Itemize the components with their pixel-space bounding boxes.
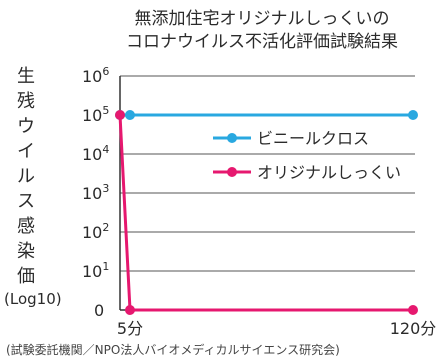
y-axis-label-char: 感 [17,216,35,237]
y-tick-base: 10 [82,223,102,242]
y-tick-exponent: 2 [102,221,109,234]
y-tick-exponent: 6 [102,65,109,78]
y-tick-label: 101 [82,260,109,281]
y-tick-label: 106 [82,65,109,86]
y-tick-label: 105 [82,104,109,125]
x-tick-label: 5分 [117,319,143,338]
chart-title-line1: 無添加住宅オリジナルしっくいの [134,9,390,29]
data-point [115,110,125,120]
y-axis-label-char: イ [17,141,35,162]
legend-swatch-marker [227,167,237,177]
y-axis-label-char: 価 [17,266,35,287]
legend-label: ビニールクロス [257,129,369,148]
y-tick-base: 10 [82,145,102,164]
y-axis-label-char: ウ [17,116,35,137]
source-note: (試験委託機関／NPO法人バイオメディカルサイエンス研究会) [6,343,340,357]
y-axis-label-char: 染 [17,241,35,262]
y-axis-label-char: 残 [17,91,35,112]
y-tick-base: 10 [82,184,102,203]
y-axis-unit-label: (Log10) [4,290,62,308]
y-tick-base: 10 [82,106,102,125]
data-point [125,305,135,315]
legend-label: オリジナルしっくい [257,163,401,182]
y-tick-label: 102 [82,221,109,242]
y-tick-label: 0 [94,301,104,320]
y-tick-label: 103 [82,182,109,203]
y-tick-base: 10 [82,262,102,281]
data-point [408,305,418,315]
y-axis-label-char: ス [17,191,35,212]
legend-swatch-marker [227,133,237,143]
data-point [125,110,135,120]
data-point [408,110,418,120]
y-tick-label: 104 [82,143,109,164]
chart-title-line2: コロナウイルス不活化評価試験結果 [126,32,398,52]
y-axis-label: 生残ウイルス感染価 [6,64,46,289]
y-tick-exponent: 4 [102,143,109,156]
y-axis-label-char: 生 [17,66,35,87]
y-axis-label-char: ル [17,166,35,187]
y-tick-exponent: 5 [102,104,109,117]
y-tick-base: 10 [82,67,102,86]
y-tick-exponent: 1 [102,260,109,273]
x-tick-label: 120分 [390,319,437,338]
y-tick-base: 0 [94,301,104,320]
y-tick-exponent: 3 [102,182,109,195]
